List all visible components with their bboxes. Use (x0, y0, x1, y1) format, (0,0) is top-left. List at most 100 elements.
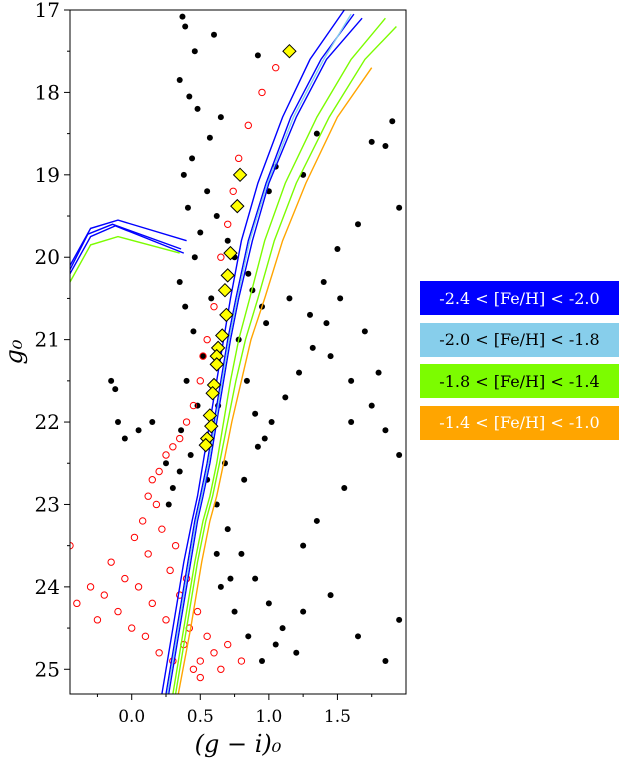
member-star-point (229, 187, 237, 196)
field-star-point (396, 204, 403, 211)
field-star-point (213, 213, 220, 220)
field-star-point (396, 452, 403, 459)
field-star-point (115, 419, 121, 426)
field-star-point (200, 353, 207, 360)
member-star-point (100, 591, 108, 599)
field-star-point (182, 303, 189, 310)
legend-entry: -1.4 < [Fe/H] < -1.0 (420, 405, 619, 440)
field-star-point (176, 278, 183, 285)
member-star-point (237, 657, 246, 665)
isochrone-line (70, 10, 345, 694)
field-star-point (272, 641, 279, 648)
field-star-point (149, 419, 156, 426)
plot-area (70, 10, 403, 694)
field-star-point (179, 13, 186, 20)
isochrone-line (177, 67, 373, 694)
member-star-point (107, 558, 115, 566)
x-tick-label: 0.0 (118, 707, 145, 727)
y-tick-label: 19 (35, 163, 60, 187)
member-star-point (155, 467, 163, 476)
field-star-point (337, 295, 344, 302)
member-star-point (196, 657, 204, 665)
field-star-point (169, 484, 176, 491)
member-star-point (244, 121, 252, 130)
field-star-point (313, 517, 320, 524)
field-star-point (194, 105, 201, 112)
rgb-star-marker (230, 198, 245, 214)
field-star-point (217, 114, 224, 121)
member-star-point (217, 253, 225, 261)
y-tick-label: 20 (35, 245, 60, 269)
field-star-point (186, 93, 193, 100)
y-tick-label: 17 (35, 0, 60, 22)
field-star-point (178, 427, 185, 434)
field-star-point (245, 633, 252, 640)
field-star-point (191, 48, 198, 55)
field-star-point (396, 616, 403, 623)
field-star-point (261, 435, 268, 442)
member-star-point (128, 624, 136, 632)
member-star-point (210, 302, 218, 311)
member-star-point (210, 649, 218, 657)
isochrone-line (70, 13, 355, 694)
member-star-point (171, 541, 180, 550)
field-star-point (176, 77, 183, 84)
y-axis-label: g₀ (0, 339, 28, 364)
isochrone-line (174, 26, 397, 694)
rgb-star-marker (220, 268, 235, 283)
field-star-point (108, 377, 115, 384)
field-star-point (259, 658, 265, 665)
rgb-star-marker (215, 328, 230, 343)
field-star-point (182, 23, 189, 30)
field-star-point (135, 427, 142, 434)
member-star-point (130, 533, 139, 542)
member-star-point (189, 665, 198, 673)
field-star-point (204, 188, 211, 195)
field-star-point (197, 229, 204, 236)
field-star-point (163, 460, 169, 467)
plot-clip-group (70, 10, 403, 694)
y-tick-label: 23 (35, 492, 60, 516)
field-star-point (245, 270, 252, 277)
field-star-point (348, 419, 355, 426)
rgb-star-marker (217, 282, 233, 298)
field-star-point (293, 649, 300, 656)
member-star-point (162, 616, 170, 624)
member-star-point (155, 649, 163, 657)
field-star-point (238, 550, 245, 557)
field-star-point (206, 134, 213, 141)
member-star-point (86, 583, 95, 591)
field-star-point (254, 443, 261, 450)
field-star-point (334, 245, 341, 252)
member-star-point (224, 220, 232, 228)
member-star-point (162, 451, 170, 459)
field-star-point (224, 237, 231, 244)
rgb-star-marker (204, 418, 219, 434)
field-star-point (217, 583, 224, 590)
field-star-point (268, 419, 275, 426)
field-star-point (355, 633, 361, 640)
field-star-point (300, 608, 307, 615)
member-star-point (196, 673, 204, 682)
field-star-point (382, 427, 389, 434)
field-star-point (307, 311, 313, 318)
rgb-star-marker (205, 385, 220, 401)
field-star-point (213, 550, 220, 557)
plot-frame (69, 9, 407, 695)
field-star-point (300, 542, 307, 549)
y-tick-label: 22 (35, 410, 60, 434)
field-star-point (279, 625, 286, 632)
isochrone-line (70, 17, 386, 694)
member-star-point (114, 607, 122, 616)
field-star-point (224, 526, 231, 533)
legend-entry: -1.8 < [Fe/H] < -1.4 (420, 364, 619, 398)
member-star-point (158, 525, 166, 533)
member-star-point (224, 640, 232, 649)
rgb-star-marker (232, 167, 248, 183)
y-tick-label: 24 (35, 575, 60, 599)
y-tick-label: 18 (35, 80, 60, 104)
field-star-point (296, 369, 303, 376)
field-star-point (184, 204, 191, 211)
field-star-point (320, 278, 327, 285)
